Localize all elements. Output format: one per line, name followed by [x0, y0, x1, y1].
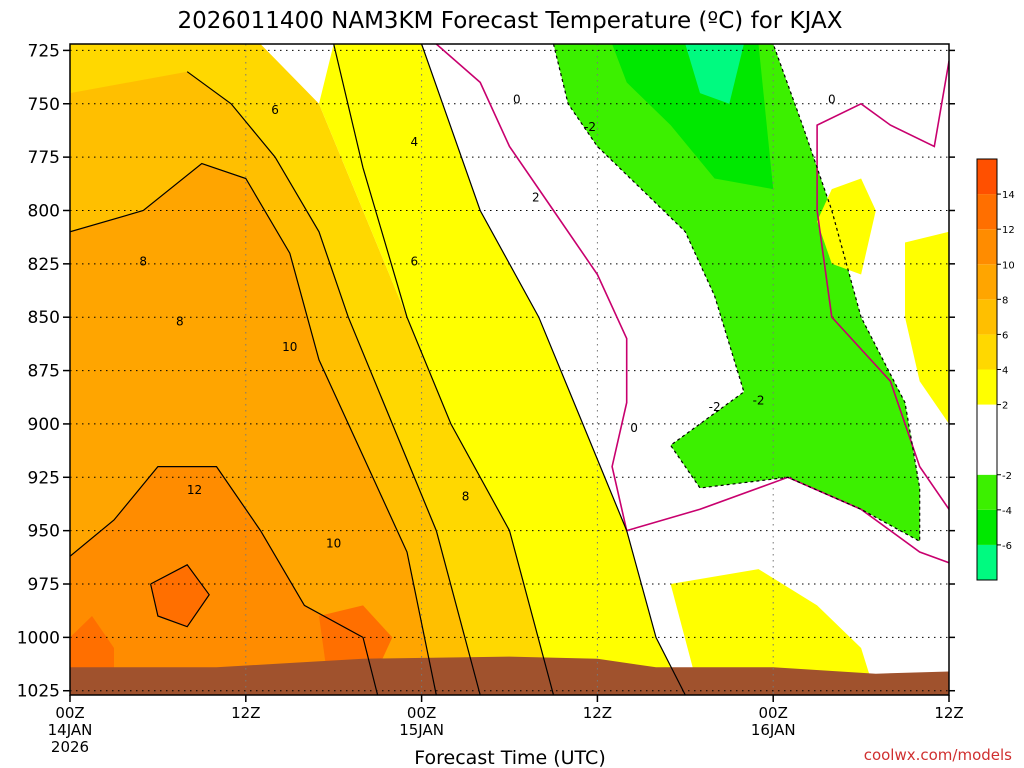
x-axis-label: Forecast Time (UTC) — [414, 747, 605, 768]
x-tick-label-36-line1: 12Z — [583, 704, 612, 722]
colorbar-label-8: 12 — [1002, 225, 1015, 236]
contour-label-10: 10 — [326, 536, 341, 550]
contour-line-8-6 — [70, 162, 437, 695]
y-tick-label-875: 875 — [28, 362, 60, 382]
x-tick-label-0-line3: 2026 — [51, 738, 89, 756]
temperature-region-11-4 — [70, 466, 378, 695]
colorbar-swatch-9 — [977, 194, 997, 230]
contour-line-6-5 — [186, 71, 481, 695]
colorbar-swatch-10 — [977, 159, 997, 195]
contour-line-10-7 — [70, 466, 379, 695]
colorbar-swatch-3 — [977, 404, 997, 475]
colorbar-swatch-6 — [977, 299, 997, 335]
temperature-region-minus-7-11 — [685, 44, 744, 104]
y-tick-label-825: 825 — [28, 255, 60, 275]
credit-text: coolwx.com/models — [864, 746, 1012, 764]
temperature-region-3-13 — [905, 231, 949, 424]
contour-label-0: 6 — [271, 103, 279, 117]
y-tick-label-850: 850 — [28, 308, 60, 328]
contour-label-5: 2 — [532, 191, 540, 205]
contour-line-minus-2-2 — [552, 44, 921, 543]
y-tick-label-975: 975 — [28, 575, 60, 595]
colorbar-label-3: 2 — [1002, 401, 1008, 412]
x-tick-label-0-line2: 14JAN — [48, 721, 93, 739]
colorbar-swatch-7 — [977, 264, 997, 300]
x-tick-label-12-line1: 12Z — [231, 704, 260, 722]
colorbar-label-6: 8 — [1002, 295, 1008, 306]
contour-label-3: 0 — [513, 92, 521, 106]
colorbar-label-7: 10 — [1002, 260, 1015, 271]
contour-label-11: 8 — [462, 489, 470, 503]
chart-title: 2026011400 NAM3KM Forecast Temperature (… — [178, 8, 843, 34]
colorbar-label-2: -2 — [1002, 471, 1012, 482]
colorbar-label-5: 6 — [1002, 330, 1008, 341]
plot-frame — [69, 43, 950, 696]
y-tick-label-750: 750 — [28, 95, 60, 115]
contour-label-2: 6 — [410, 255, 418, 269]
contour-line-12-8 — [150, 564, 210, 628]
temperature-region-13-7 — [319, 605, 393, 670]
colorbar-label-0: -6 — [1002, 541, 1012, 552]
contour-label-8: 10 — [282, 340, 297, 354]
grid-lines — [70, 44, 949, 695]
colorbar-swatch-8 — [977, 229, 997, 265]
x-tick-label-24-line1: 00Z — [407, 704, 436, 722]
x-tick-label-48-line1: 00Z — [759, 704, 788, 722]
colorbar-swatch-2 — [977, 474, 997, 510]
contour-line-2-3 — [421, 44, 686, 695]
contour-label-15: 0 — [828, 92, 836, 106]
temperature-region-3-12 — [817, 178, 876, 275]
temperature-region-minus-3-9 — [553, 44, 920, 542]
plot-area: 6 4 6 0 -2 2 8 8 10 12 10 8 0 -2 -2 0 — [70, 44, 949, 695]
colorbar-label-1: -4 — [1002, 506, 1012, 517]
x-tick-label-48-line2: 16JAN — [751, 721, 796, 739]
terrain — [70, 656, 949, 695]
contour-line-4-4 — [333, 44, 555, 695]
contour-label-9: 12 — [187, 483, 202, 497]
colorbar-swatch-5 — [977, 334, 997, 370]
contour-label-1: 4 — [410, 135, 418, 149]
x-tick-label-0-line1: 00Z — [55, 704, 84, 722]
y-tick-label-800: 800 — [28, 201, 60, 221]
contour-label-13: -2 — [709, 400, 721, 414]
colorbar-swatch-4 — [977, 369, 997, 405]
terrain-fill — [70, 656, 949, 695]
contour-label-7: 8 — [176, 314, 184, 328]
x-tick-label-60-line1: 12Z — [934, 704, 963, 722]
y-tick-label-925: 925 — [28, 468, 60, 488]
colorbar-label-9: 14 — [1002, 190, 1015, 201]
contour-label-12: 0 — [630, 421, 638, 435]
temperature-region-3-1 — [319, 44, 686, 695]
contour-labels: 6 4 6 0 -2 2 8 8 10 12 10 8 0 -2 -2 0 — [139, 92, 835, 550]
y-tick-label-725: 725 — [28, 41, 60, 61]
y-tick-label-950: 950 — [28, 522, 60, 542]
y-tick-label-775: 775 — [28, 148, 60, 168]
x-tick-label-24-line2: 15JAN — [399, 721, 444, 739]
colorbar: -6 -4 -2 2 4 6 8 10 12 14 — [976, 158, 1015, 581]
temperature-region-13-6 — [150, 564, 210, 627]
colorbar-swatch-1 — [977, 509, 997, 545]
y-tick-label-1000: 1000 — [17, 628, 60, 648]
temperature-regions — [70, 44, 949, 695]
y-tick-label-1025: 1025 — [17, 682, 60, 702]
y-tick-label-900: 900 — [28, 415, 60, 435]
contour-lines — [70, 44, 949, 695]
colorbar-swatch-0 — [977, 544, 997, 580]
contour-label-6: 8 — [139, 255, 147, 269]
contour-label-4: -2 — [584, 120, 596, 134]
y-axis: 7257507758008258508759009259509751000102… — [17, 41, 955, 702]
contour-label-14: -2 — [753, 393, 765, 407]
colorbar-label-4: 4 — [1002, 366, 1008, 377]
